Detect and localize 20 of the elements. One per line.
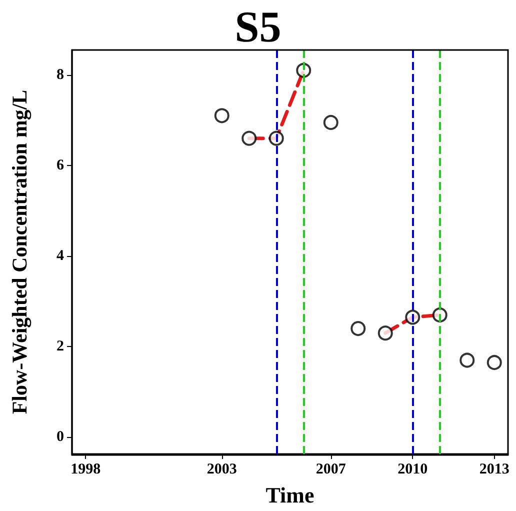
x-tick-label: 2007 bbox=[316, 462, 346, 478]
x-axis-title: Time bbox=[266, 482, 314, 508]
point bbox=[350, 321, 366, 336]
y-tick-label: 2 bbox=[56, 338, 64, 355]
y-tick-label: 8 bbox=[56, 66, 64, 83]
x-tick-label: 1998 bbox=[70, 462, 101, 478]
chart-title: S5 bbox=[234, 2, 282, 52]
x-tick-label: 2010 bbox=[398, 462, 428, 478]
point bbox=[378, 326, 393, 341]
point bbox=[214, 108, 230, 124]
y-tick-label: 4 bbox=[56, 248, 64, 264]
point bbox=[460, 352, 475, 368]
y-tick-label: 0 bbox=[56, 429, 64, 446]
y-axis-title: Flow-Weighted Concentration mg/L bbox=[8, 90, 32, 414]
x-tick-label: 2013 bbox=[479, 462, 510, 478]
point bbox=[242, 130, 257, 146]
point bbox=[486, 355, 502, 370]
x-tick-label: 2003 bbox=[206, 462, 237, 478]
point bbox=[323, 114, 338, 130]
y-tick-label: 6 bbox=[56, 157, 64, 174]
